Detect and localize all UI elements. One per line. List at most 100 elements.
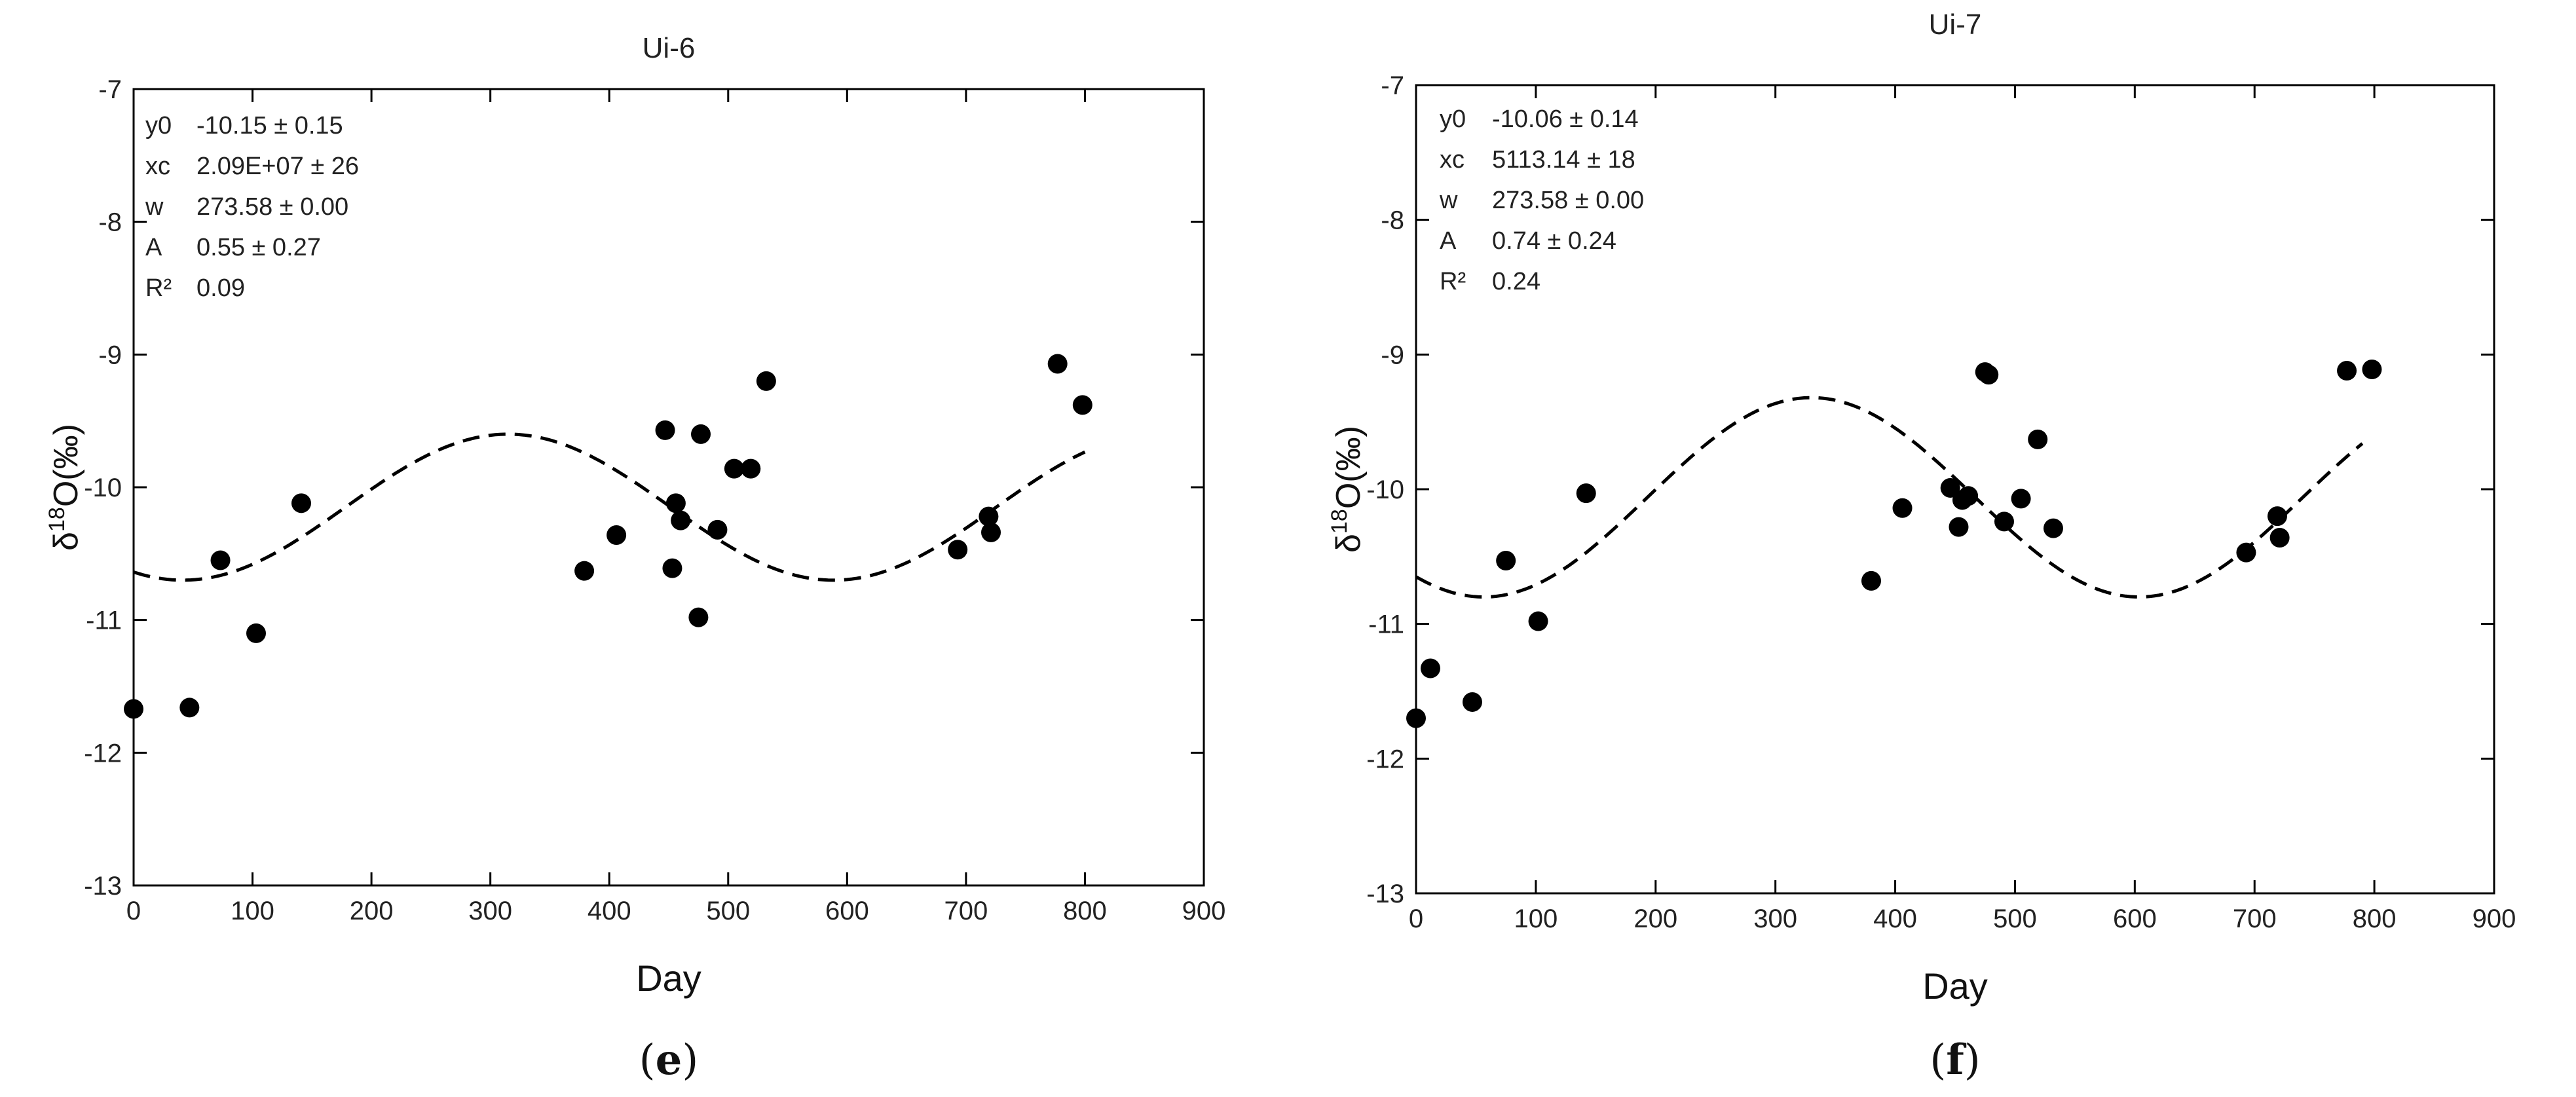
- chart-e-data-point: [1047, 354, 1068, 374]
- chart-f-data-point: [2337, 361, 2357, 381]
- chart-e-panel-paren-open: (: [639, 1036, 656, 1085]
- chart-e-xtick-label: 200: [350, 897, 394, 925]
- chart-e-data-point: [246, 623, 267, 643]
- chart-f-panel-label: (f): [1930, 1035, 1980, 1085]
- chart-f-data-point: [2362, 359, 2382, 379]
- chart-e-ylabel-sup: 18: [45, 507, 69, 532]
- chart-f-data-point: [2011, 489, 2031, 509]
- chart-f-data-point: [1892, 498, 1913, 518]
- chart-e-panel-letter: e: [656, 1035, 682, 1085]
- chart-f-data-point: [1576, 483, 1596, 504]
- chart-f-panel-paren-close: ): [1964, 1036, 1981, 1085]
- chart-e-data-point: [948, 540, 968, 560]
- chart-f-ytick-label: -10: [1366, 475, 1404, 504]
- chart-f-ytick-label: -8: [1381, 206, 1404, 235]
- chart-e-fit-param-value: -10.15 ± 0.15: [196, 112, 343, 139]
- chart-e-ytick-label: -7: [98, 75, 122, 104]
- chart-f-fit-param-value: 0.74 ± 0.24: [1492, 227, 1616, 255]
- chart-e-xtick-label: 700: [944, 897, 988, 925]
- chart-f-data-point: [2043, 518, 2063, 538]
- chart-e-data-point: [981, 522, 1001, 542]
- chart-f-data-point: [1406, 708, 1426, 728]
- chart-f-data-point: [1940, 477, 1960, 498]
- chart-f-fit-param-label: w: [1439, 187, 1458, 214]
- chart-e-xtick-label: 900: [1182, 897, 1226, 925]
- chart-f-fit-param-label: y0: [1440, 105, 1466, 133]
- chart-e-panel-paren-close: ): [682, 1036, 698, 1085]
- chart-e-xtick-label: 0: [126, 897, 141, 925]
- chart-f-group: Ui-7 0 100 200 300 400 500 600 700 800 900 -13 -12 -1…: [1327, 9, 2516, 1085]
- chart-f-fit-param-label: R²: [1440, 268, 1466, 295]
- chart-e-ytick-label: -10: [84, 474, 122, 502]
- chart-e-fit-param-label: xc: [145, 153, 170, 180]
- chart-e-ytick-label: -11: [86, 606, 122, 635]
- chart-f-fit-curve: [1415, 396, 2364, 599]
- chart-e-xtick-label: 300: [468, 897, 512, 925]
- chart-e-data-point: [655, 420, 675, 440]
- chart-e-xlabel: Day: [636, 958, 701, 999]
- chart-e-data-point: [756, 371, 776, 391]
- chart-f-panel-letter: f: [1946, 1035, 1966, 1085]
- chart-e-data-point: [688, 607, 709, 627]
- chart-e-group: Ui-6 0 100 200 300 400 500 600 700 800 900 -13 -12 -1…: [45, 32, 1225, 1085]
- chart-f-xtick-label: 200: [1633, 904, 1677, 933]
- chart-f-fit-param-value: 0.24: [1492, 268, 1540, 295]
- chart-f-xtick-label: 600: [2113, 904, 2157, 933]
- chart-f-data-point: [2269, 528, 2290, 548]
- chart-f-ytick-label: -11: [1368, 610, 1404, 639]
- chart-f-data-point: [1861, 570, 1881, 591]
- chart-e-fit-param-value: 0.09: [196, 274, 245, 302]
- chart-f-ylabel: δ18O(‰): [1327, 426, 1368, 553]
- chart-e-ytick-label: -12: [84, 739, 122, 768]
- chart-e-data-point: [1072, 395, 1092, 415]
- chart-f-data-point: [1979, 365, 1999, 385]
- chart-e-fit-param-value: 0.55 ± 0.27: [196, 234, 321, 261]
- chart-f-xtick-label: 0: [1409, 904, 1423, 933]
- chart-e-data-point: [124, 699, 143, 719]
- chart-f-panel-paren-open: (: [1930, 1036, 1946, 1085]
- chart-e-ylabel-delta: δ: [47, 532, 85, 551]
- chart-f-ytick-label: -9: [1381, 341, 1404, 369]
- chart-f-xtick-label: 400: [1873, 904, 1917, 933]
- chart-e-data-point: [979, 506, 999, 527]
- chart-e-data-point: [724, 458, 744, 479]
- chart-e-fit-param-value: 273.58 ± 0.00: [196, 193, 348, 221]
- chart-f-ytick-label: -13: [1366, 880, 1404, 908]
- chart-e-data-point: [210, 550, 231, 570]
- chart-e-ylabel-rest: O(‰): [47, 424, 85, 507]
- chart-e-ytick-label: -13: [84, 872, 122, 901]
- chart-f-xtick-label: 300: [1753, 904, 1797, 933]
- chart-e-title: Ui-6: [643, 32, 696, 64]
- chart-e-data-point: [691, 424, 711, 444]
- chart-e-xtick-label: 800: [1063, 897, 1107, 925]
- chart-f-fit-param-value: 273.58 ± 0.00: [1492, 187, 1644, 214]
- chart-f-ylabel-delta: δ: [1330, 534, 1368, 553]
- chart-f-xlabel: Day: [1922, 965, 1988, 1007]
- chart-f-xtick-label: 500: [1993, 904, 2037, 933]
- chart-f-xtick-label: 900: [2473, 904, 2516, 933]
- chart-e-xtick-label: 100: [231, 897, 274, 925]
- chart-f-xtick-label: 700: [2233, 904, 2277, 933]
- chart-f-data-point: [1958, 486, 1979, 506]
- chart-e-data-point: [671, 510, 691, 530]
- chart-f-data-point: [2028, 429, 2048, 449]
- chart-e-fit-param-label: A: [145, 234, 162, 261]
- chart-f-xtick-label: 100: [1514, 904, 1558, 933]
- chart-e-fit-param-label: R²: [145, 274, 172, 302]
- chart-f-xtick-label: 800: [2353, 904, 2397, 933]
- chart-e-data-point: [179, 697, 200, 718]
- chart-e-xtick-label: 500: [706, 897, 750, 925]
- chart-e-xtick-label: 600: [825, 897, 869, 925]
- chart-e-fit-curve: [133, 432, 1086, 582]
- chart-f-data-point: [1462, 692, 1482, 712]
- chart-e-ytick-label: -9: [98, 341, 122, 369]
- chart-f-ytick-label: -12: [1366, 745, 1404, 773]
- chart-f-data-point: [1528, 611, 1548, 631]
- chart-f-fit-param-value: -10.06 ± 0.14: [1492, 105, 1639, 133]
- chart-e-xtick-label: 400: [588, 897, 631, 925]
- chart-f-fit-param-label: xc: [1440, 146, 1465, 174]
- chart-e-fit-param-label: w: [145, 193, 164, 221]
- chart-f-fit-param-value: 5113.14 ± 18: [1492, 146, 1635, 174]
- chart-f-data-point: [1994, 511, 2014, 532]
